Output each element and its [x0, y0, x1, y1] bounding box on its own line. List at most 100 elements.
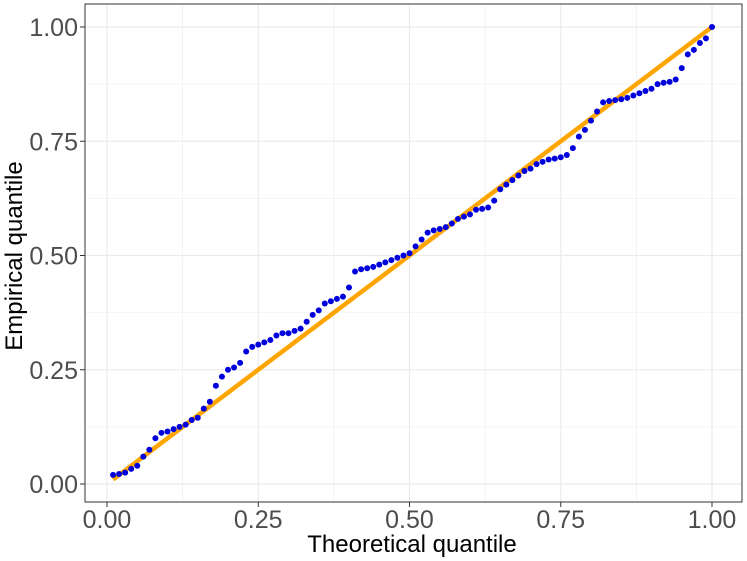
data-point	[442, 224, 449, 231]
data-point	[606, 98, 613, 105]
data-point	[364, 265, 371, 272]
data-point	[467, 211, 473, 218]
data-point	[321, 300, 328, 307]
data-point	[581, 126, 588, 133]
x-tick-label: 0.50	[385, 506, 434, 534]
data-point	[297, 325, 304, 332]
data-point	[612, 97, 619, 104]
data-point	[164, 428, 171, 435]
data-point	[122, 469, 129, 476]
data-point	[521, 167, 528, 174]
data-point	[702, 35, 709, 42]
y-tick-label: 0.00	[29, 471, 78, 499]
data-point	[170, 426, 177, 433]
data-point	[303, 318, 310, 325]
data-point	[503, 181, 510, 188]
data-point	[206, 398, 213, 405]
data-point	[418, 236, 425, 243]
y-tick-label: 0.75	[29, 128, 78, 156]
data-point	[406, 250, 413, 257]
data-point	[690, 46, 697, 53]
data-point	[642, 87, 649, 94]
data-point	[116, 470, 123, 477]
data-point	[588, 117, 594, 124]
data-points	[110, 24, 715, 478]
data-point	[424, 229, 431, 236]
data-point	[291, 327, 298, 334]
data-point	[358, 266, 365, 273]
data-point	[666, 78, 673, 85]
reference-line-layer	[111, 25, 714, 482]
data-point	[382, 259, 389, 266]
data-point	[678, 65, 685, 72]
panel-border	[84, 3, 743, 503]
data-point	[400, 252, 407, 259]
data-point	[237, 359, 244, 366]
data-point	[333, 295, 340, 302]
data-point	[696, 39, 703, 46]
data-point	[285, 330, 292, 337]
data-point	[412, 243, 419, 250]
data-point	[315, 307, 322, 314]
data-point	[225, 366, 231, 373]
data-point	[569, 145, 576, 152]
data-point	[212, 382, 219, 389]
data-point	[527, 165, 534, 172]
data-point	[624, 94, 631, 101]
data-point	[533, 161, 540, 168]
minor-gridlines	[85, 4, 742, 502]
data-point	[273, 332, 280, 339]
data-point	[594, 108, 601, 115]
data-point	[618, 96, 625, 103]
data-point	[339, 293, 346, 300]
data-point	[563, 151, 570, 158]
data-point	[460, 213, 467, 220]
x-axis-title: Theoretical quantile	[307, 531, 516, 558]
y-axis-title: Empirical quantile	[1, 161, 28, 350]
data-point	[267, 337, 274, 344]
x-tick-label: 0.00	[83, 506, 132, 534]
data-point	[575, 133, 582, 140]
data-point	[346, 284, 352, 291]
data-point	[660, 79, 667, 86]
data-point	[600, 99, 607, 106]
data-point	[370, 263, 377, 270]
data-point	[509, 177, 516, 184]
data-point	[176, 423, 183, 430]
data-point	[436, 225, 443, 232]
data-point	[152, 435, 159, 442]
data-point	[182, 421, 189, 428]
data-point	[231, 364, 238, 371]
data-point	[146, 446, 153, 453]
data-point	[128, 465, 135, 472]
y-axis-ticks: 0.00 0.25 0.50 0.75 1.00	[29, 14, 85, 499]
data-point	[497, 186, 504, 193]
y-tick-label: 0.25	[29, 357, 78, 385]
x-tick-label: 0.75	[536, 506, 585, 534]
data-point	[684, 51, 691, 58]
data-point	[551, 155, 558, 162]
data-point	[491, 197, 498, 204]
data-point	[473, 206, 480, 213]
data-point	[394, 254, 401, 261]
data-point	[194, 414, 201, 421]
data-point	[448, 220, 455, 227]
data-point	[309, 311, 316, 318]
data-point	[188, 417, 195, 424]
data-point	[515, 172, 522, 179]
x-tick-label: 1.00	[688, 506, 737, 534]
data-point	[352, 268, 359, 275]
data-point	[479, 205, 486, 212]
data-point	[709, 24, 715, 30]
data-point	[158, 429, 165, 436]
data-point	[140, 453, 147, 460]
data-point	[327, 298, 334, 305]
data-point	[218, 373, 225, 380]
data-point	[485, 204, 492, 211]
data-point	[261, 339, 268, 346]
reference-line	[111, 25, 714, 482]
data-point	[134, 462, 141, 469]
data-point	[255, 341, 262, 348]
data-point	[376, 261, 383, 268]
